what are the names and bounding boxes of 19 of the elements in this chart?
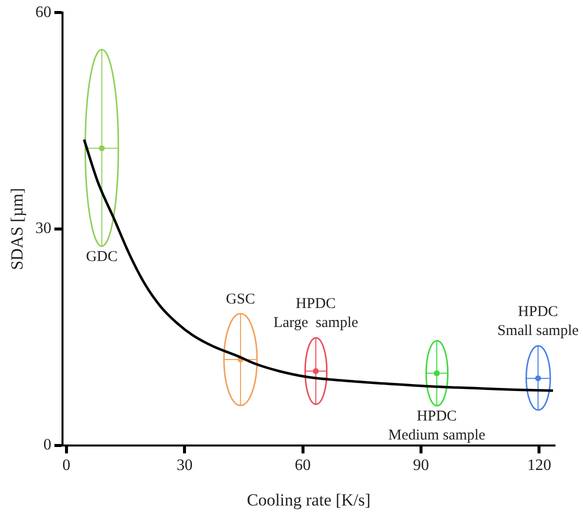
annotation: HPDC Large sample (273, 296, 358, 331)
point (434, 370, 440, 376)
annotation: HPDC Medium sample (388, 408, 486, 444)
y-tick-label: 60 (35, 4, 52, 21)
point (535, 375, 542, 382)
x-tick-label: 0 (62, 457, 70, 474)
annotation: HPDC Small sample (497, 304, 580, 339)
y-axis-title: SDAS [µm] (8, 188, 27, 270)
annotation: GDC (86, 249, 118, 266)
x-tick-label: 60 (294, 457, 311, 474)
point (98, 145, 105, 152)
y-tick-label: 30 (35, 220, 52, 238)
annotation: GSC (226, 291, 256, 308)
x-axis-title: Cooling rate [K/s] (246, 490, 371, 510)
x-tick-label: 90 (413, 457, 430, 474)
y-tick-label: 0 (43, 436, 52, 454)
x-tick-label: 120 (527, 457, 552, 474)
point (312, 368, 319, 374)
x-tick-label: 30 (176, 457, 193, 474)
